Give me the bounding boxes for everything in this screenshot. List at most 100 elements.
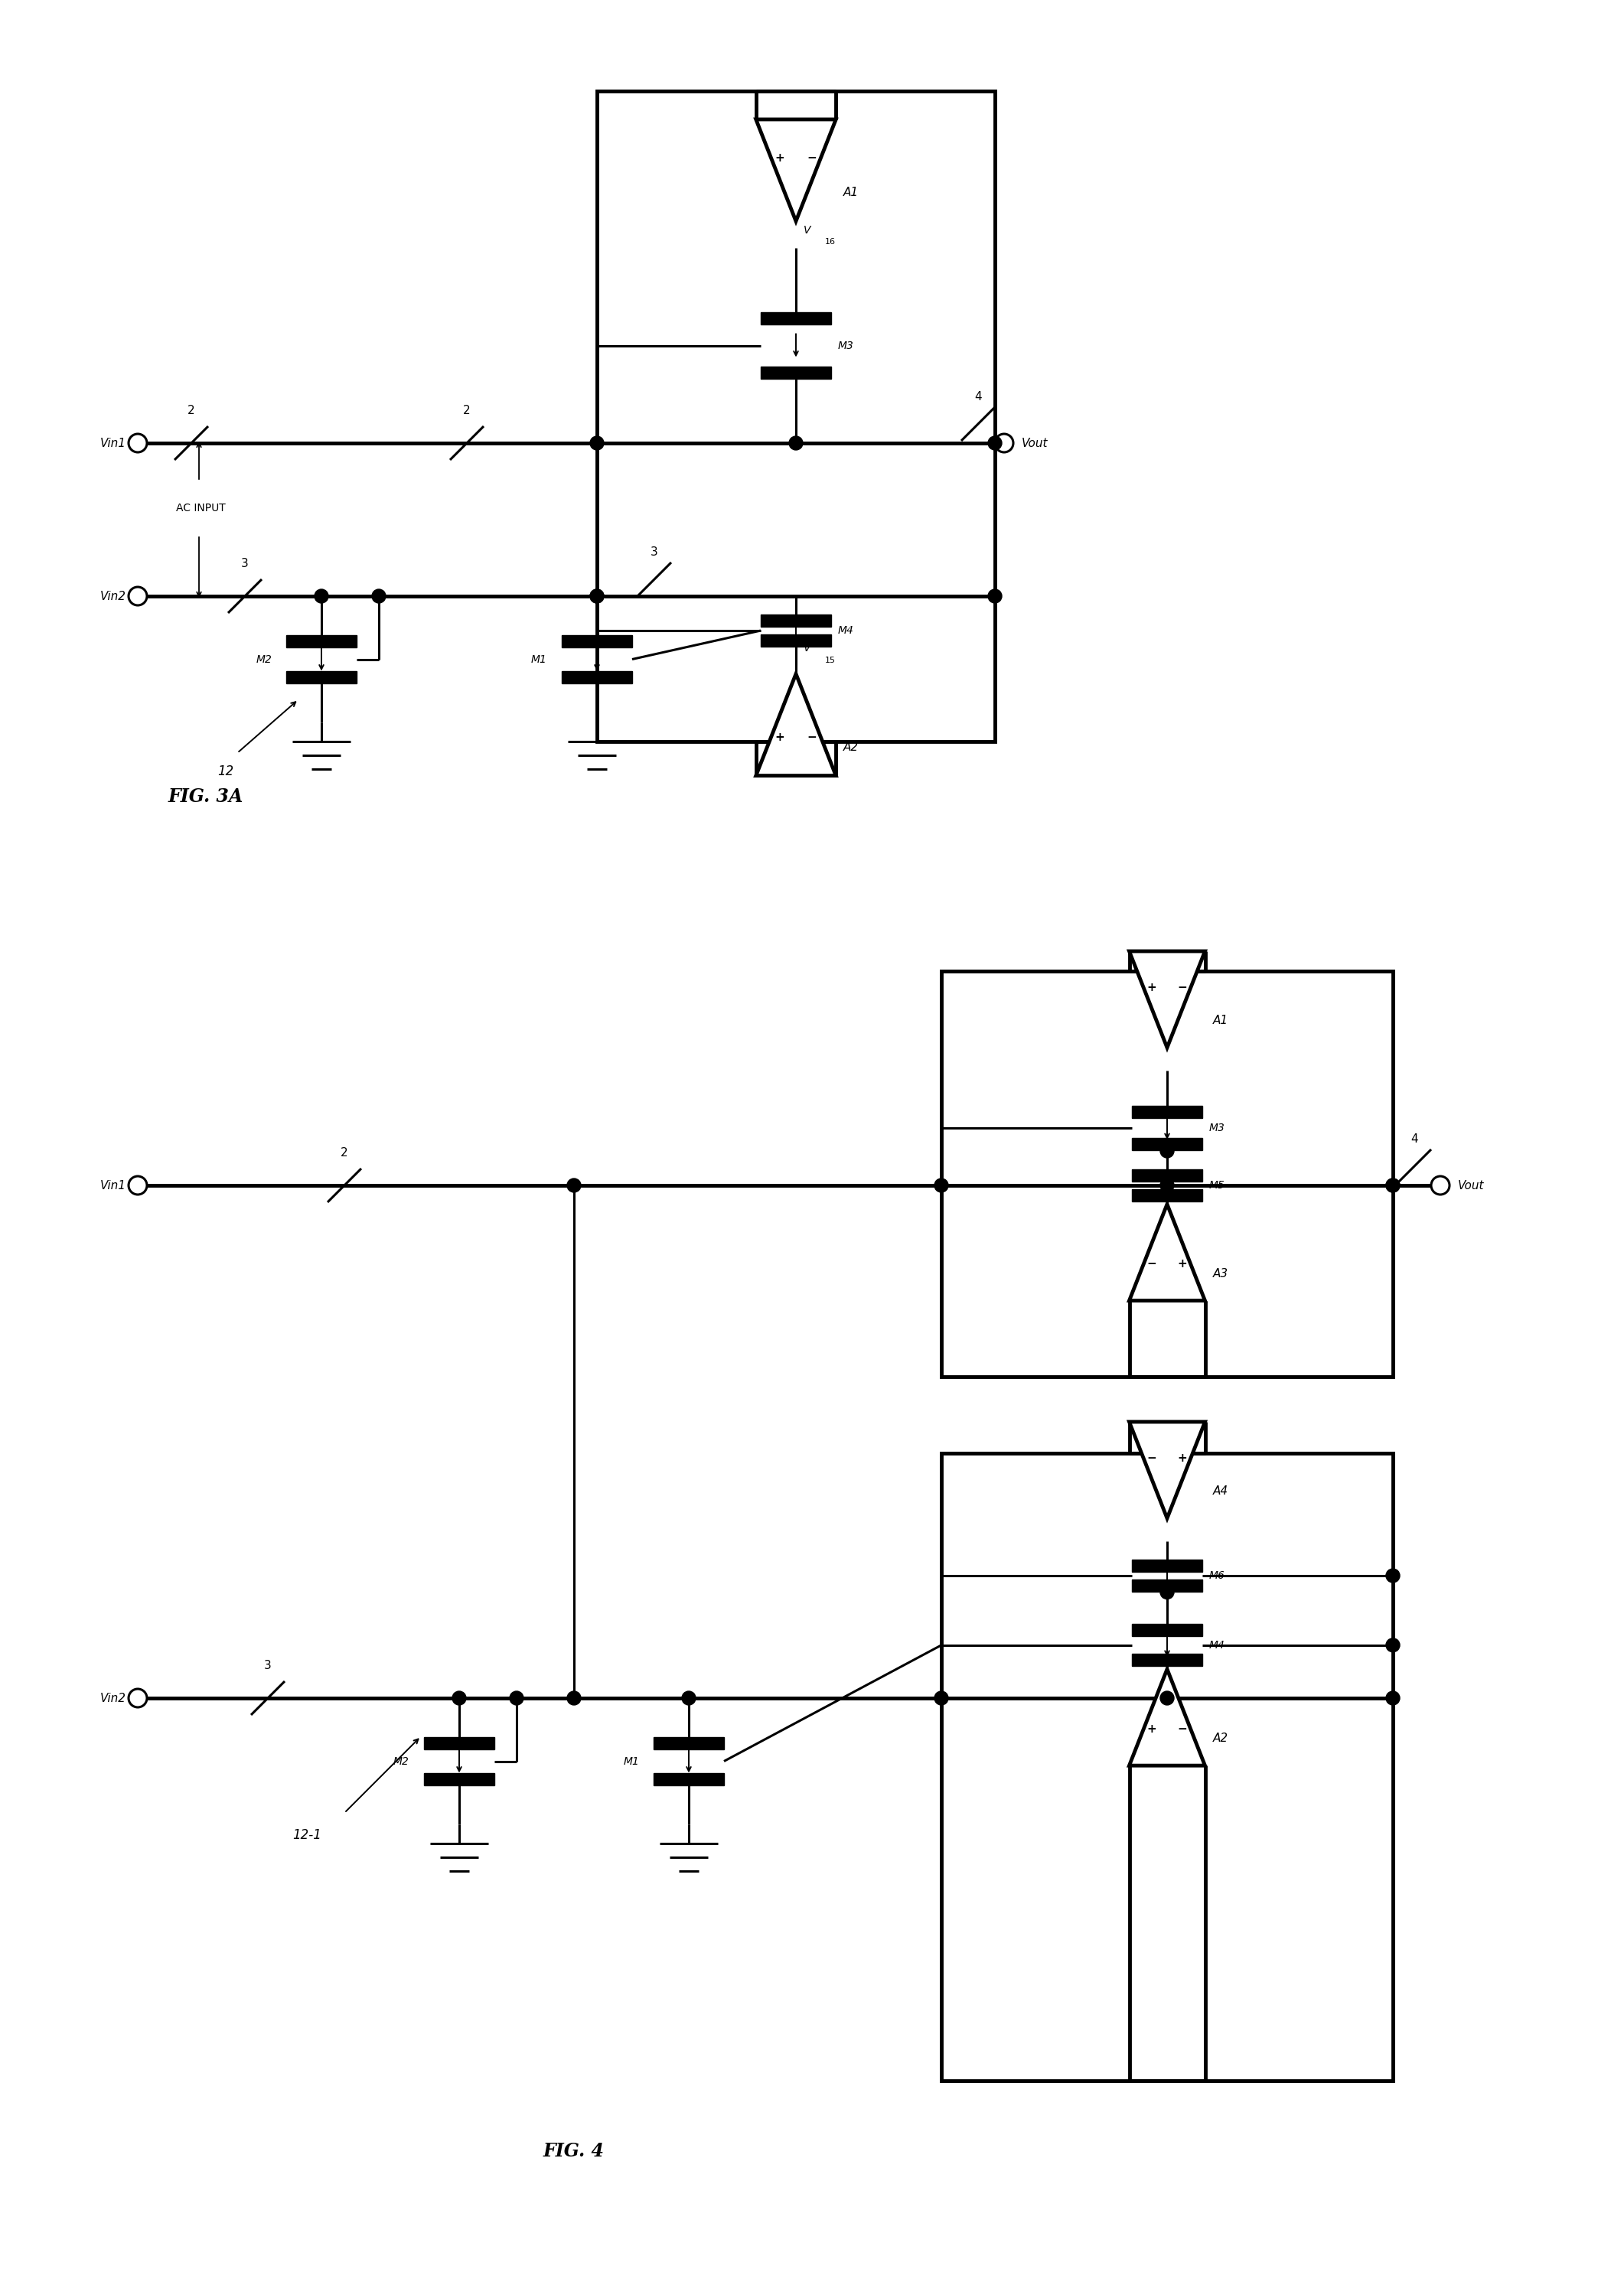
- Polygon shape: [1129, 950, 1205, 1047]
- Text: Vout: Vout: [1021, 438, 1047, 450]
- Circle shape: [1385, 1691, 1400, 1705]
- Text: 3: 3: [242, 558, 248, 569]
- Text: M2: M2: [393, 1756, 409, 1767]
- Text: +: +: [775, 151, 784, 163]
- Bar: [598, 92, 996, 741]
- Text: M1: M1: [531, 654, 547, 666]
- Bar: [1132, 1189, 1202, 1200]
- Text: AC INPUT: AC INPUT: [175, 503, 226, 514]
- Text: M2: M2: [255, 654, 271, 666]
- Circle shape: [1385, 1639, 1400, 1652]
- Polygon shape: [1129, 1423, 1205, 1519]
- Text: FIG. 3A: FIG. 3A: [169, 787, 244, 806]
- Circle shape: [987, 436, 1002, 450]
- Text: −: −: [807, 151, 817, 163]
- Bar: [424, 1772, 494, 1786]
- Bar: [760, 633, 831, 647]
- Text: 12: 12: [218, 764, 234, 778]
- Text: A3: A3: [1213, 1267, 1228, 1278]
- Bar: [1132, 1655, 1202, 1666]
- Circle shape: [372, 590, 387, 604]
- Bar: [653, 1772, 724, 1786]
- Bar: [760, 615, 831, 627]
- Circle shape: [315, 590, 328, 604]
- Text: Vin1: Vin1: [101, 438, 127, 450]
- Bar: [1132, 1579, 1202, 1590]
- Text: +: +: [1177, 1258, 1187, 1269]
- Circle shape: [567, 1180, 581, 1193]
- Text: V: V: [804, 643, 810, 654]
- Circle shape: [1385, 1180, 1400, 1193]
- Bar: [1132, 1170, 1202, 1182]
- Text: M4: M4: [838, 624, 854, 636]
- Text: M4: M4: [1210, 1641, 1224, 1650]
- Circle shape: [567, 1691, 581, 1705]
- Text: 2: 2: [188, 404, 195, 415]
- Bar: [942, 971, 1393, 1377]
- Text: 15: 15: [825, 656, 836, 663]
- Text: −: −: [1147, 1258, 1156, 1269]
- Bar: [286, 670, 357, 684]
- Text: Vin2: Vin2: [101, 590, 127, 601]
- Text: −: −: [1177, 982, 1187, 994]
- Text: 2: 2: [341, 1148, 348, 1159]
- Circle shape: [934, 1180, 948, 1193]
- Text: +: +: [1177, 1453, 1187, 1464]
- Text: A1: A1: [843, 186, 859, 197]
- Text: −: −: [1177, 1724, 1187, 1735]
- Text: −: −: [1147, 1453, 1156, 1464]
- Circle shape: [789, 436, 802, 450]
- Text: Vin1: Vin1: [101, 1180, 127, 1191]
- Circle shape: [1160, 1586, 1174, 1600]
- Circle shape: [510, 1691, 523, 1705]
- Circle shape: [590, 590, 604, 604]
- Text: 2: 2: [463, 404, 471, 415]
- Text: M1: M1: [624, 1756, 638, 1767]
- Text: Vout: Vout: [1458, 1180, 1484, 1191]
- Circle shape: [1385, 1180, 1400, 1193]
- Bar: [562, 636, 632, 647]
- Bar: [1132, 1625, 1202, 1636]
- Circle shape: [590, 436, 604, 450]
- Polygon shape: [1129, 1668, 1205, 1765]
- Polygon shape: [755, 675, 836, 776]
- Text: A1: A1: [1213, 1014, 1228, 1026]
- Text: 12-1: 12-1: [292, 1829, 322, 1843]
- Bar: [1132, 1138, 1202, 1150]
- Polygon shape: [755, 119, 836, 220]
- Text: A2: A2: [1213, 1733, 1228, 1744]
- Bar: [1132, 1106, 1202, 1118]
- Bar: [653, 1737, 724, 1749]
- Bar: [562, 670, 632, 684]
- Circle shape: [1160, 1180, 1174, 1193]
- Circle shape: [453, 1691, 466, 1705]
- Text: M6: M6: [1210, 1570, 1224, 1581]
- Text: M5: M5: [1210, 1180, 1224, 1191]
- Text: 4: 4: [1411, 1134, 1418, 1145]
- Text: V: V: [804, 225, 810, 236]
- Text: +: +: [775, 732, 784, 744]
- Circle shape: [590, 590, 604, 604]
- Circle shape: [1160, 1691, 1174, 1705]
- Text: M3: M3: [1210, 1122, 1224, 1134]
- Text: A4: A4: [1213, 1485, 1228, 1496]
- Text: A2: A2: [843, 741, 859, 753]
- Bar: [942, 1453, 1393, 2082]
- Bar: [1132, 1561, 1202, 1572]
- Bar: [760, 312, 831, 324]
- Bar: [286, 636, 357, 647]
- Text: Vin2: Vin2: [101, 1691, 127, 1703]
- Circle shape: [934, 1691, 948, 1705]
- Bar: [760, 367, 831, 379]
- Text: 3: 3: [651, 546, 658, 558]
- Circle shape: [1385, 1570, 1400, 1584]
- Text: 16: 16: [825, 239, 836, 246]
- Circle shape: [987, 590, 1002, 604]
- Text: M3: M3: [838, 340, 854, 351]
- Bar: [424, 1737, 494, 1749]
- Polygon shape: [1129, 1205, 1205, 1301]
- Text: FIG. 4: FIG. 4: [544, 2141, 604, 2160]
- Text: −: −: [807, 732, 817, 744]
- Text: 3: 3: [265, 1659, 271, 1671]
- Text: 4: 4: [974, 390, 983, 402]
